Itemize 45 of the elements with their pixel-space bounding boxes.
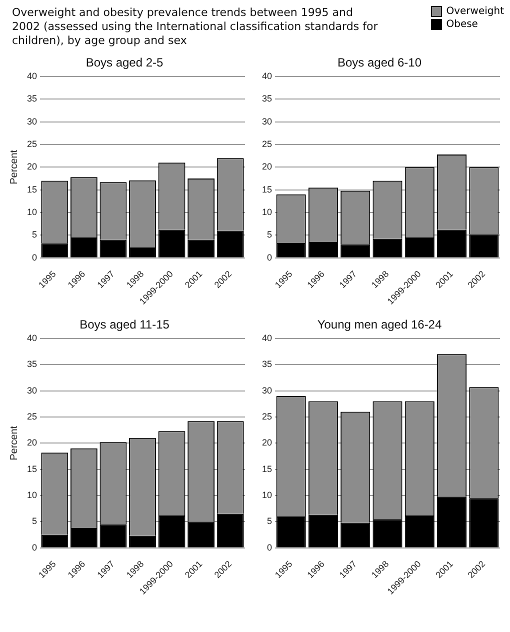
y-tick-label: 40: [26, 332, 38, 343]
y-tick-label: 5: [32, 230, 38, 240]
y-tick-label: 35: [262, 94, 272, 104]
y-tick-label: 5: [266, 516, 272, 526]
y-tick-label: 20: [26, 162, 38, 172]
y-tick-label: 5: [266, 230, 272, 240]
y-tick-label: 0: [32, 252, 38, 262]
y-tick-label: 35: [262, 359, 272, 370]
y-tick-label: 40: [262, 332, 272, 343]
y-tick-label: 20: [262, 438, 272, 448]
y-tick-label: 10: [262, 490, 272, 500]
text: Overweight and obesity prevalence trends between 1995 and 2002 (assessed using the International classification standards for children), by age group and sex: [12, 6, 379, 48]
y-tick-label: 40: [26, 70, 38, 81]
y-tick-label: 15: [26, 184, 38, 194]
y-tick-label: 15: [262, 464, 272, 474]
y-tick-label: 0: [266, 542, 272, 552]
y-tick-label: 20: [262, 162, 272, 172]
y-tick-label: 30: [26, 385, 38, 396]
y-tick-label: 35: [26, 94, 38, 104]
y-tick-label: 30: [262, 116, 272, 126]
y-axis-title: Percent: [8, 426, 20, 460]
chart-title: Young men aged 16-24: [317, 318, 442, 332]
y-tick-label: 20: [26, 438, 38, 448]
y-tick-label: 15: [262, 184, 272, 194]
legend-label: Overweight: [446, 6, 504, 17]
y-tick-label: 25: [26, 411, 38, 422]
y-tick-label: 0: [32, 542, 38, 552]
legend-label: Obese: [446, 19, 478, 30]
y-tick-label: 25: [262, 138, 272, 149]
y-tick-label: 25: [26, 138, 38, 149]
y-tick-label: 5: [32, 516, 38, 526]
chart-title: Boys aged 6-10: [337, 56, 422, 70]
y-tick-label: 35: [26, 359, 38, 370]
chart-title: Boys aged 2-5: [86, 56, 164, 70]
y-axis-title: Percent: [8, 150, 20, 184]
y-tick-label: 40: [262, 70, 272, 81]
y-tick-label: 10: [26, 490, 38, 500]
y-tick-label: 0: [266, 252, 272, 262]
chart-title: Boys aged 11-15: [80, 318, 170, 332]
y-tick-label: 10: [262, 207, 272, 218]
y-tick-label: 15: [26, 464, 38, 474]
y-tick-label: 10: [26, 207, 38, 218]
y-tick-label: 30: [262, 385, 272, 396]
y-tick-label: 25: [262, 411, 272, 422]
y-tick-label: 30: [26, 116, 38, 126]
